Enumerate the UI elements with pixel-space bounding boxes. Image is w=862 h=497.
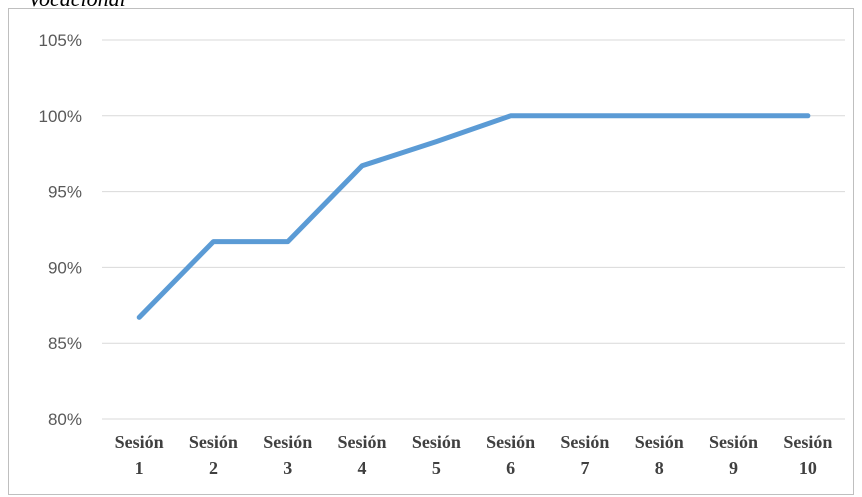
x-tick-label: Sesión 3 <box>263 432 312 478</box>
gridlines <box>102 39 845 420</box>
x-tick-label: Sesión 8 <box>635 432 684 478</box>
series-line <box>136 113 811 320</box>
x-axis-ticks: Sesión 1 Sesión 2 Sesión 3 Sesión 4 Sesión 5 Sesió… <box>115 432 833 478</box>
y-tick-label: 105% <box>39 31 82 50</box>
x-tick-label: Sesión 10 <box>783 432 832 478</box>
x-tick-label: Sesión 6 <box>486 432 535 478</box>
y-tick-label: 90% <box>48 258 82 277</box>
x-tick-label: Sesión 1 <box>115 432 164 478</box>
y-tick-label: 100% <box>39 107 82 126</box>
x-tick-label: Sesión 7 <box>560 432 609 478</box>
data-line <box>136 113 811 320</box>
y-axis-ticks: 80% 85% 90% 95% 100% 105% <box>39 31 82 429</box>
chart-title: Vocacional <box>28 0 126 12</box>
y-tick-label: 80% <box>48 410 82 429</box>
x-tick-label: Sesión 5 <box>412 432 461 478</box>
y-tick-label: 95% <box>48 183 82 202</box>
x-tick-label: Sesión 9 <box>709 432 758 478</box>
x-tick-label: Sesión 2 <box>189 432 238 478</box>
y-tick-label: 85% <box>48 334 82 353</box>
x-tick-label: Sesión 4 <box>338 432 387 478</box>
chart-border <box>8 8 854 495</box>
